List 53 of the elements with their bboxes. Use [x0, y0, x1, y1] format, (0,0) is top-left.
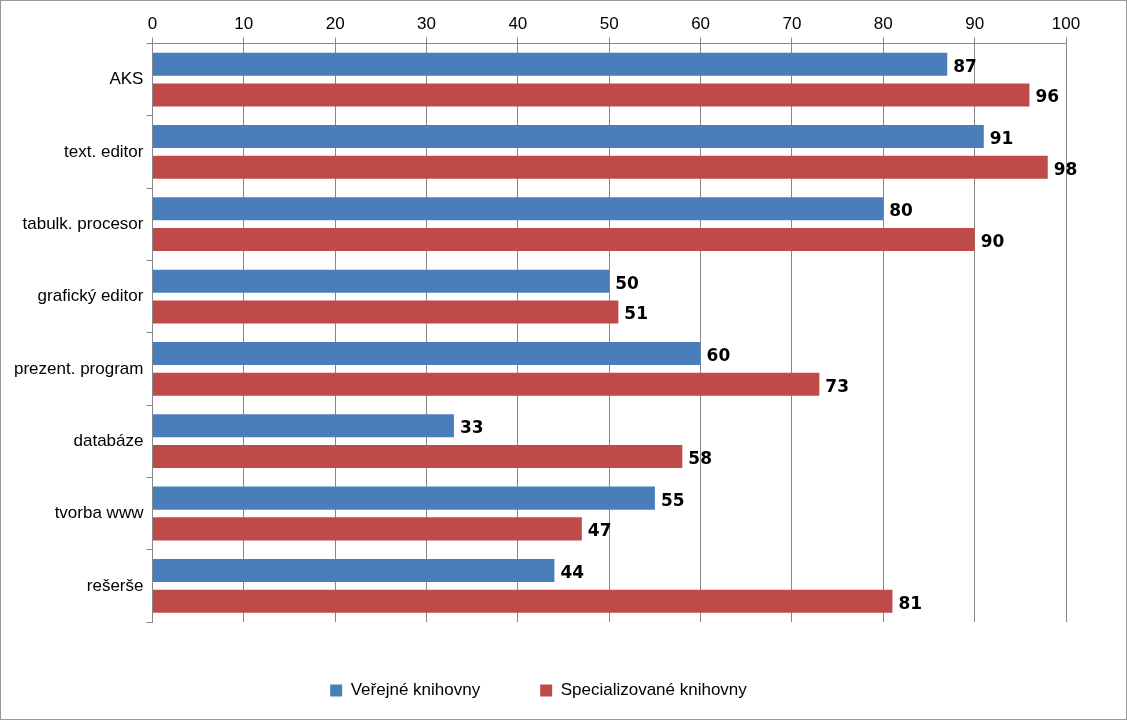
x-tick-label: 30: [417, 13, 436, 33]
y-tick-label: databáze: [73, 430, 144, 450]
bar: [152, 589, 893, 613]
x-tick-label: 90: [965, 13, 985, 33]
data-label: 81: [898, 592, 923, 613]
data-label: 58: [688, 447, 712, 468]
data-label: 73: [825, 375, 850, 396]
x-tick-label: 20: [325, 13, 345, 33]
bar: [152, 341, 701, 366]
x-tick-label: 10: [234, 13, 254, 33]
x-tick-label: 40: [508, 13, 528, 33]
bar: [152, 197, 884, 221]
y-tick-label: text. editor: [64, 141, 144, 161]
y-tick-label: tvorba www: [54, 503, 145, 523]
x-tick-label: 60: [691, 13, 711, 33]
bar: [152, 269, 610, 293]
bar: [152, 83, 1030, 107]
bar: [152, 372, 820, 396]
data-label: 90: [980, 231, 1005, 251]
data-label: 91: [989, 127, 1014, 148]
x-tick-label: 100: [1051, 13, 1081, 33]
bar: [152, 558, 555, 582]
legend-label: Specializované knihovny: [560, 680, 748, 700]
bar: [152, 124, 984, 149]
x-tick-label: 0: [147, 13, 158, 33]
data-label: 33: [459, 417, 484, 438]
data-label: 87: [953, 55, 977, 76]
legend-label: Veřejné knihovny: [350, 680, 481, 700]
data-label: 60: [706, 344, 731, 365]
bar: [152, 414, 454, 438]
x-tick-label: 70: [782, 13, 802, 33]
bar: [152, 52, 948, 76]
bar: [152, 445, 683, 469]
data-label: 98: [1053, 158, 1078, 179]
data-label: 96: [1035, 86, 1060, 107]
bar: [152, 228, 975, 252]
bar: [152, 486, 655, 510]
y-tick-label: AKS: [109, 69, 144, 89]
data-label: 50: [615, 272, 640, 293]
y-tick-label: grafický editor: [37, 286, 144, 306]
bar: [152, 517, 582, 541]
bar: [152, 155, 1048, 179]
y-tick-label: prezent. program: [14, 358, 144, 378]
data-label: 47: [587, 520, 612, 541]
x-tick-label: 50: [599, 13, 619, 33]
bar: [152, 300, 619, 324]
y-tick-label: rešerše: [86, 575, 144, 595]
x-tick-label: 80: [873, 13, 893, 33]
data-label: 51: [624, 303, 649, 324]
data-label: 80: [889, 200, 914, 221]
data-label: 55: [660, 489, 685, 510]
y-tick-label: tabulk. procesor: [22, 213, 144, 233]
data-label: 44: [560, 561, 585, 582]
